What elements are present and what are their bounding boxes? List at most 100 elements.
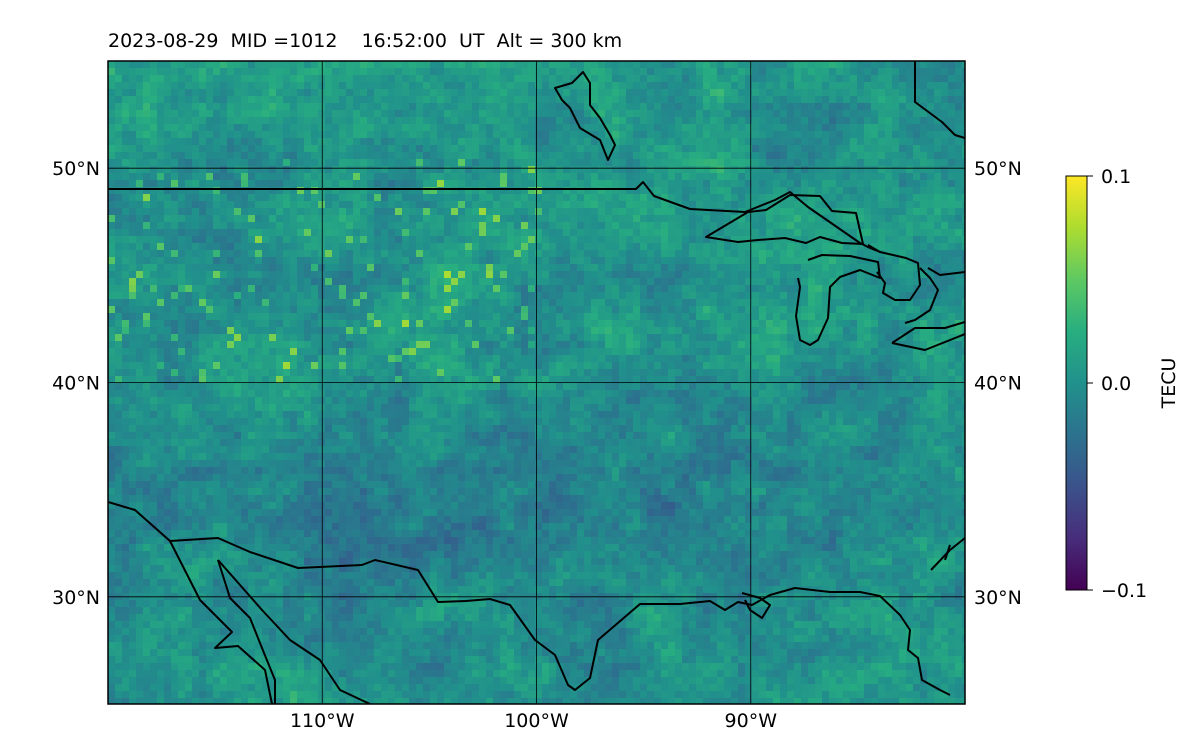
heatmap-cell: [472, 341, 480, 349]
heatmap-cell: [570, 278, 578, 286]
heatmap-cell: [213, 187, 221, 195]
heatmap-cell: [584, 145, 592, 153]
heatmap-cell: [829, 243, 837, 251]
heatmap-cell: [458, 334, 466, 342]
heatmap-cell: [395, 320, 403, 328]
heatmap-cell: [843, 152, 851, 160]
heatmap-cell: [164, 75, 172, 83]
heatmap-cell: [808, 222, 816, 230]
heatmap-cell: [129, 278, 137, 286]
heatmap-cell: [423, 96, 431, 104]
heatmap-cell: [430, 285, 438, 293]
heatmap-cell: [962, 194, 965, 202]
heatmap-cell: [794, 61, 802, 69]
heatmap-cell: [850, 215, 858, 223]
heatmap-cell: [549, 75, 557, 83]
heatmap-cell: [654, 334, 662, 342]
heatmap-cell: [535, 236, 543, 244]
heatmap-cell: [612, 173, 620, 181]
heatmap-cell: [549, 271, 557, 279]
heatmap-cell: [934, 159, 942, 167]
heatmap-cell: [640, 208, 648, 216]
heatmap-cell: [486, 299, 494, 307]
heatmap-cell: [885, 194, 893, 202]
heatmap-cell: [290, 285, 298, 293]
heatmap-cell: [297, 229, 305, 237]
heatmap-cell: [213, 229, 221, 237]
heatmap-cell: [129, 208, 137, 216]
heatmap-cell: [703, 236, 711, 244]
heatmap-cell: [507, 152, 515, 160]
heatmap-cell: [696, 278, 704, 286]
heatmap-cell: [178, 264, 186, 272]
heatmap-cell: [808, 159, 816, 167]
heatmap-cell: [178, 103, 186, 111]
heatmap-cell: [367, 208, 375, 216]
heatmap-cell: [675, 271, 683, 279]
heatmap-cell: [108, 89, 116, 97]
heatmap-cell: [381, 89, 389, 97]
heatmap-cell: [556, 334, 564, 342]
heatmap-cell: [892, 285, 900, 293]
heatmap-cell: [927, 320, 935, 328]
heatmap-cell: [311, 292, 319, 300]
heatmap-cell: [738, 138, 746, 146]
heatmap-cell: [367, 236, 375, 244]
heatmap-cell: [472, 180, 480, 188]
heatmap-cell: [892, 173, 900, 181]
heatmap-cell: [871, 236, 879, 244]
heatmap-cell: [808, 334, 816, 342]
heatmap-cell: [227, 236, 235, 244]
heatmap-cell: [213, 96, 221, 104]
heatmap-cell: [682, 222, 690, 230]
heatmap-cell: [577, 138, 585, 146]
heatmap-cell: [262, 313, 270, 321]
heatmap-cell: [906, 215, 914, 223]
heatmap-cell: [780, 82, 788, 90]
heatmap-cell: [367, 313, 375, 321]
heatmap-cell: [717, 215, 725, 223]
heatmap-cell: [451, 103, 459, 111]
heatmap-cell: [444, 271, 452, 279]
heatmap-cell: [745, 271, 753, 279]
heatmap-cell: [703, 152, 711, 160]
heatmap-cell: [920, 327, 928, 335]
heatmap-cell: [416, 110, 424, 118]
heatmap-cell: [493, 187, 501, 195]
heatmap-cell: [395, 292, 403, 300]
heatmap-cell: [647, 110, 655, 118]
heatmap-cell: [528, 194, 536, 202]
heatmap-cell: [318, 327, 326, 335]
heatmap-cell: [388, 271, 396, 279]
heatmap-cell: [213, 285, 221, 293]
heatmap-cell: [311, 82, 319, 90]
heatmap-cell: [227, 327, 235, 335]
heatmap-cell: [577, 327, 585, 335]
heatmap-cell: [878, 229, 886, 237]
heatmap-cell: [626, 313, 634, 321]
heatmap-cell: [633, 327, 641, 335]
heatmap-cell: [241, 320, 249, 328]
heatmap-cell: [493, 208, 501, 216]
heatmap-cell: [864, 194, 872, 202]
heatmap-cell: [549, 82, 557, 90]
heatmap-cell: [472, 96, 480, 104]
heatmap-cell: [836, 299, 844, 307]
heatmap-cell: [808, 152, 816, 160]
heatmap-cell: [283, 61, 291, 69]
heatmap-cell: [423, 215, 431, 223]
heatmap-cell: [451, 236, 459, 244]
heatmap-cell: [724, 89, 732, 97]
heatmap-cell: [521, 110, 529, 118]
heatmap-cell: [962, 285, 965, 293]
heatmap-cell: [577, 110, 585, 118]
heatmap-cell: [423, 271, 431, 279]
heatmap-cell: [640, 229, 648, 237]
heatmap-cell: [339, 201, 347, 209]
heatmap-cell: [129, 131, 137, 139]
heatmap-cell: [808, 173, 816, 181]
heatmap-cell: [325, 250, 333, 258]
heatmap-cell: [143, 89, 151, 97]
heatmap-cell: [472, 320, 480, 328]
heatmap-cell: [395, 208, 403, 216]
